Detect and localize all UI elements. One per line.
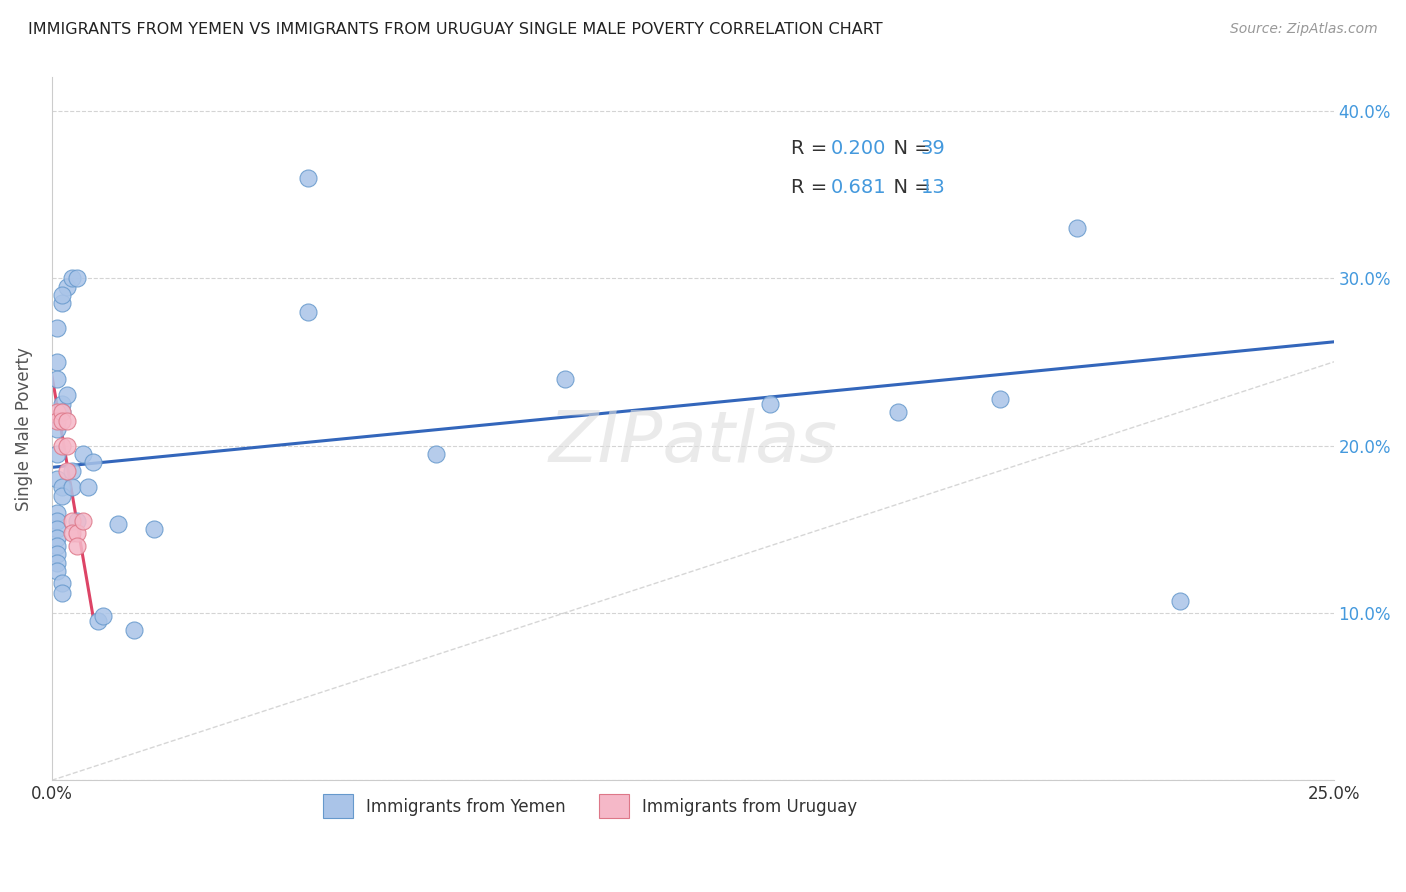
Point bbox=[51, 575, 73, 590]
Point bbox=[1066, 221, 1088, 235]
Point bbox=[51, 439, 73, 453]
Point bbox=[45, 405, 67, 419]
Point bbox=[66, 539, 89, 553]
Point bbox=[45, 355, 67, 369]
Point bbox=[45, 413, 67, 427]
Point bbox=[66, 525, 89, 540]
Point bbox=[45, 556, 67, 570]
Text: 39: 39 bbox=[921, 138, 945, 158]
Point bbox=[91, 609, 114, 624]
Point bbox=[45, 506, 67, 520]
Point bbox=[553, 372, 575, 386]
Point bbox=[143, 522, 166, 536]
Point bbox=[72, 514, 94, 528]
Text: IMMIGRANTS FROM YEMEN VS IMMIGRANTS FROM URUGUAY SINGLE MALE POVERTY CORRELATION: IMMIGRANTS FROM YEMEN VS IMMIGRANTS FROM… bbox=[28, 22, 883, 37]
Point bbox=[51, 288, 73, 302]
Point bbox=[45, 422, 67, 436]
Y-axis label: Single Male Poverty: Single Male Poverty bbox=[15, 347, 32, 511]
Point bbox=[82, 455, 104, 469]
Point bbox=[988, 392, 1011, 406]
Point bbox=[60, 464, 83, 478]
Point bbox=[60, 271, 83, 285]
Text: R =: R = bbox=[792, 178, 834, 196]
Text: N =: N = bbox=[882, 178, 938, 196]
Point bbox=[45, 472, 67, 486]
Text: 0.681: 0.681 bbox=[831, 178, 886, 196]
Point bbox=[56, 388, 79, 402]
Point bbox=[122, 623, 145, 637]
Point bbox=[45, 522, 67, 536]
Point bbox=[56, 413, 79, 427]
Point bbox=[45, 548, 67, 562]
Point bbox=[45, 531, 67, 545]
Point bbox=[51, 489, 73, 503]
Point bbox=[60, 514, 83, 528]
Point bbox=[56, 279, 79, 293]
Point bbox=[297, 304, 319, 318]
Point bbox=[51, 586, 73, 600]
Point bbox=[297, 170, 319, 185]
Point bbox=[51, 405, 73, 419]
Text: 0.200: 0.200 bbox=[831, 138, 886, 158]
Text: R =: R = bbox=[792, 138, 834, 158]
Point bbox=[51, 405, 73, 419]
Point bbox=[56, 464, 79, 478]
Point bbox=[887, 405, 910, 419]
Text: ZIPatlas: ZIPatlas bbox=[548, 409, 837, 477]
Point bbox=[51, 296, 73, 310]
Text: 13: 13 bbox=[921, 178, 945, 196]
Point bbox=[107, 517, 129, 532]
Point bbox=[425, 447, 447, 461]
Point bbox=[60, 480, 83, 494]
Point bbox=[45, 447, 67, 461]
Point bbox=[45, 514, 67, 528]
Point bbox=[76, 480, 98, 494]
Point bbox=[51, 480, 73, 494]
Point bbox=[45, 321, 67, 335]
Point bbox=[1168, 594, 1191, 608]
Text: N =: N = bbox=[882, 138, 938, 158]
Point bbox=[66, 271, 89, 285]
Point bbox=[60, 525, 83, 540]
Text: Source: ZipAtlas.com: Source: ZipAtlas.com bbox=[1230, 22, 1378, 37]
Legend: Immigrants from Yemen, Immigrants from Uruguay: Immigrants from Yemen, Immigrants from U… bbox=[316, 788, 865, 825]
Point bbox=[51, 397, 73, 411]
Point bbox=[87, 615, 110, 629]
Point bbox=[45, 372, 67, 386]
Point bbox=[45, 539, 67, 553]
Point bbox=[45, 564, 67, 578]
Point bbox=[56, 439, 79, 453]
Point bbox=[51, 413, 73, 427]
Point bbox=[66, 514, 89, 528]
Point bbox=[758, 397, 780, 411]
Point bbox=[72, 447, 94, 461]
